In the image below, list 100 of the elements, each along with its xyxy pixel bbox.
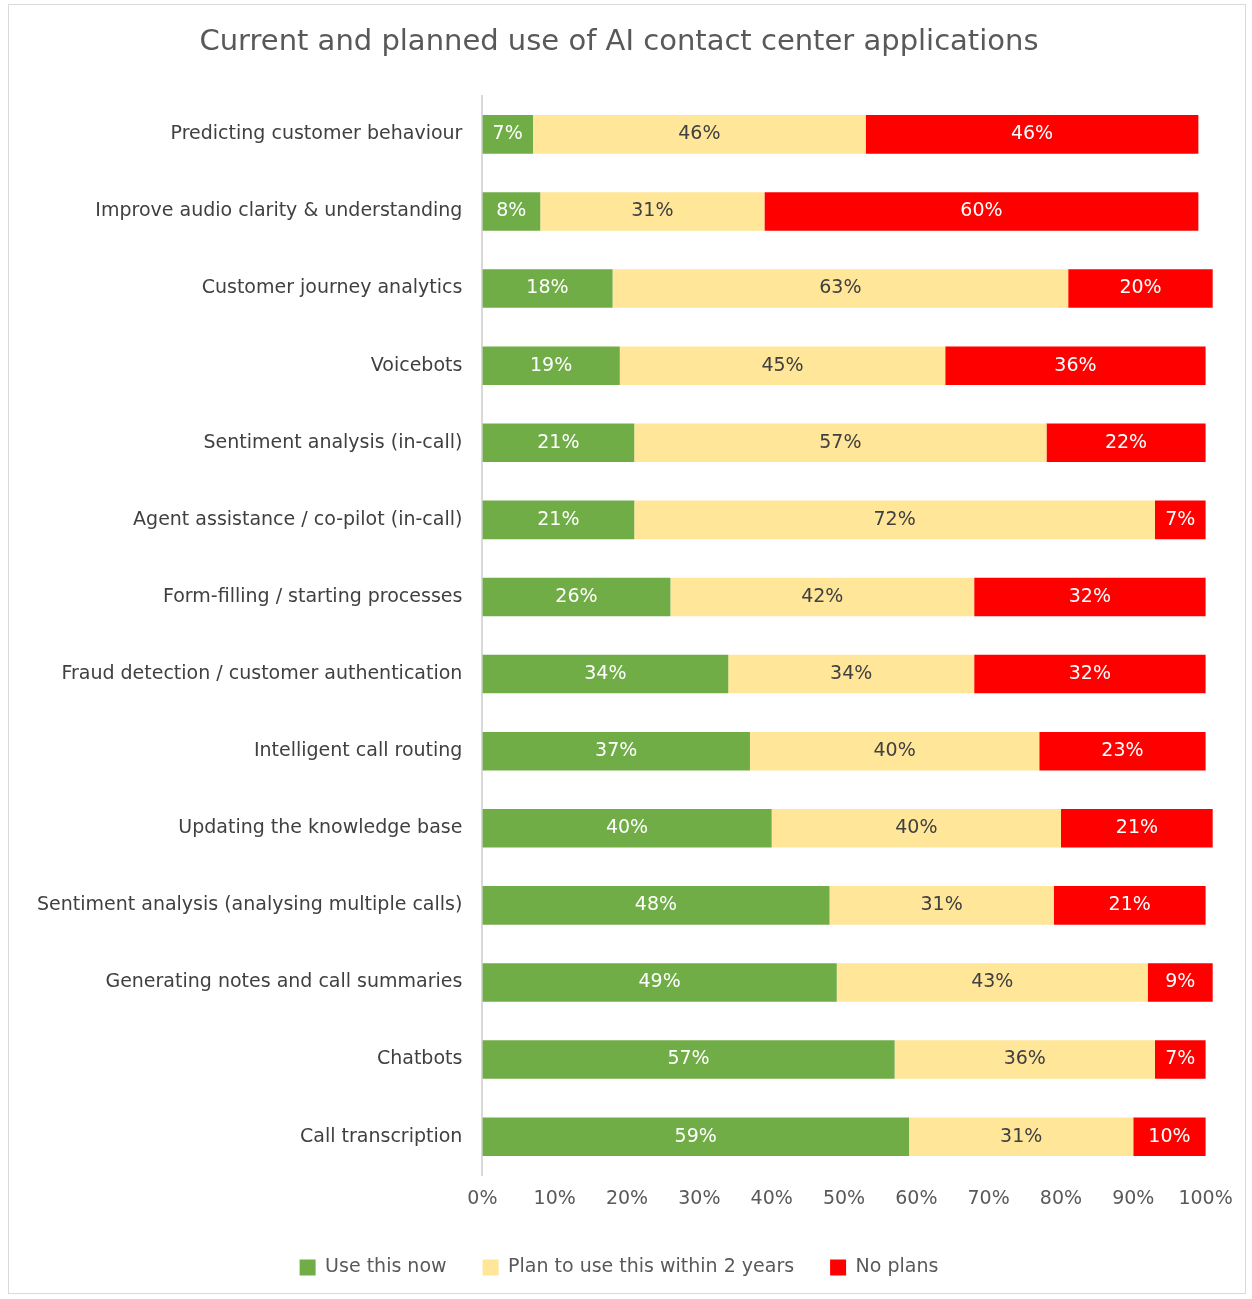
data-label: 32% xyxy=(1068,660,1112,683)
bar xyxy=(974,577,1206,617)
data-label: 46% xyxy=(1010,121,1054,144)
x-tick-label: 20% xyxy=(605,1185,649,1208)
x-tick-label: 0% xyxy=(467,1185,498,1208)
y-tick-label: Improve audio clarity & understanding xyxy=(95,198,463,221)
y-tick-label: Call transcription xyxy=(300,1123,463,1146)
legend-label: Plan to use this within 2 years xyxy=(508,1254,795,1277)
y-tick-label: Voicebots xyxy=(370,352,463,375)
data-label: 18% xyxy=(526,275,569,298)
bar xyxy=(533,115,866,154)
data-label: 32% xyxy=(1068,583,1112,606)
bar xyxy=(482,1117,910,1156)
x-tick-label: 30% xyxy=(678,1185,721,1208)
bar xyxy=(482,269,613,308)
bar xyxy=(865,115,1199,154)
bar xyxy=(764,192,1199,231)
bar xyxy=(829,886,1054,925)
data-label: 23% xyxy=(1101,738,1144,761)
data-label: 34% xyxy=(584,660,627,683)
x-tick-label: 100% xyxy=(1178,1185,1233,1208)
data-label: 21% xyxy=(1108,892,1151,915)
data-label: 21% xyxy=(537,429,580,452)
data-label: 34% xyxy=(830,660,873,683)
y-tick-label: Updating the knowledge base xyxy=(178,815,463,838)
y-tick-label: Predicting customer behaviour xyxy=(170,121,463,144)
bar xyxy=(482,423,635,463)
bar xyxy=(1154,1040,1206,1079)
y-tick-label: Generating notes and call summaries xyxy=(105,969,463,992)
data-label: 9% xyxy=(1165,969,1196,992)
chart-title: Current and planned use of AI contact center applications xyxy=(199,22,1039,57)
bar xyxy=(612,269,1069,308)
bar xyxy=(482,500,635,540)
y-tick-label: Form-filling / starting processes xyxy=(162,583,463,606)
bar xyxy=(482,577,671,617)
bar xyxy=(1154,500,1206,540)
data-label: 40% xyxy=(895,815,938,838)
data-label: 59% xyxy=(674,1123,717,1146)
bar xyxy=(619,346,946,385)
bar xyxy=(634,500,1155,540)
data-label: 21% xyxy=(537,506,580,529)
bar xyxy=(836,963,1148,1002)
bar xyxy=(634,423,1047,463)
bar xyxy=(482,963,837,1002)
data-label: 7% xyxy=(1165,1046,1196,1069)
bar xyxy=(1046,423,1206,463)
x-tick-label: 50% xyxy=(822,1185,866,1208)
x-tick-label: 70% xyxy=(967,1185,1010,1208)
bar xyxy=(894,1040,1155,1079)
data-label: 49% xyxy=(638,969,681,992)
x-tick-label: 40% xyxy=(750,1185,793,1208)
bar xyxy=(728,654,975,694)
y-tick-label: Sentiment analysis (in-call) xyxy=(203,429,463,452)
bar xyxy=(482,808,772,848)
data-label: 40% xyxy=(605,815,649,838)
bar xyxy=(1039,731,1206,771)
data-label: 63% xyxy=(819,275,862,298)
x-tick-label: 60% xyxy=(895,1185,938,1208)
bar xyxy=(670,577,975,617)
y-tick-label: Agent assistance / co-pilot (in-call) xyxy=(133,506,463,529)
bar xyxy=(1147,963,1213,1002)
data-label: 22% xyxy=(1104,429,1148,452)
data-label: 21% xyxy=(1115,815,1159,838)
data-label: 45% xyxy=(761,352,804,375)
data-label: 60% xyxy=(960,198,1003,221)
data-label: 36% xyxy=(1003,1046,1046,1069)
data-label: 31% xyxy=(920,892,963,915)
y-tick-label: Sentiment analysis (analysing multiple calls) xyxy=(36,892,463,915)
data-label: 72% xyxy=(873,506,916,529)
data-label: 31% xyxy=(631,198,674,221)
data-label: 7% xyxy=(1165,506,1196,529)
data-label: 20% xyxy=(1119,275,1162,298)
legend-label: No plans xyxy=(855,1254,939,1277)
bar xyxy=(1133,1117,1206,1156)
bar xyxy=(771,808,1061,848)
data-label: 37% xyxy=(595,738,638,761)
y-tick-label: Fraud detection / customer authentication xyxy=(61,660,463,683)
data-label: 31% xyxy=(1000,1123,1043,1146)
y-tick-label: Customer journey analytics xyxy=(201,275,463,298)
data-label: 19% xyxy=(529,352,573,375)
bar xyxy=(1053,886,1206,925)
bar xyxy=(482,1040,895,1079)
data-label: 57% xyxy=(819,429,862,452)
data-label: 10% xyxy=(1148,1123,1191,1146)
data-label: 36% xyxy=(1054,352,1097,375)
data-label: 40% xyxy=(873,738,916,761)
bar xyxy=(749,731,1040,771)
bar xyxy=(909,1117,1134,1156)
data-label: 7% xyxy=(492,121,523,144)
data-label: 42% xyxy=(801,583,844,606)
data-label: 57% xyxy=(667,1046,710,1069)
bar xyxy=(482,731,750,771)
data-label: 43% xyxy=(971,969,1014,992)
y-tick-label: Chatbots xyxy=(376,1046,463,1069)
data-label: 46% xyxy=(678,121,721,144)
x-tick-label: 80% xyxy=(1039,1185,1083,1208)
x-tick-label: 90% xyxy=(1112,1185,1155,1208)
y-tick-label: Intelligent call routing xyxy=(253,738,463,761)
bar xyxy=(482,115,534,154)
bar xyxy=(482,654,729,694)
